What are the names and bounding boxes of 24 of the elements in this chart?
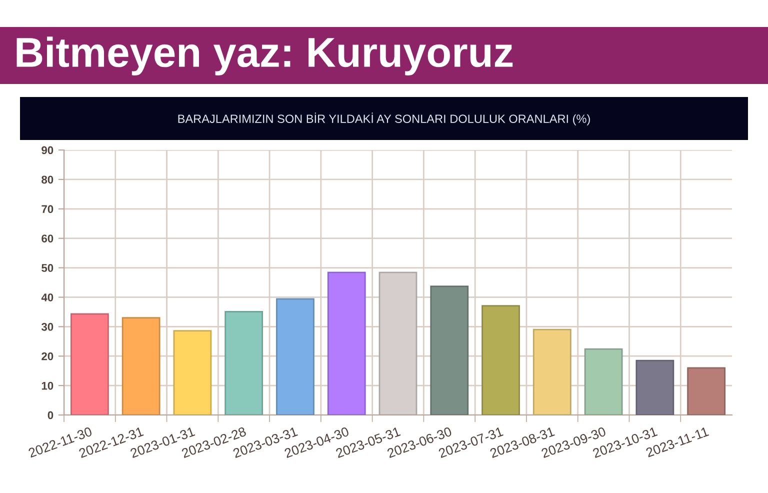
bar [173,330,212,415]
y-tick-label: 20 [42,352,54,360]
y-tick-label: 90 [42,146,54,154]
bar [584,348,623,415]
chart-subtitle: BARAJLARIMIZIN SON BİR YILDAKİ AY SONLARI DOLULUK ORANLARI (%) [178,112,590,126]
y-tick-label: 80 [42,176,54,184]
bar [430,286,469,415]
chart-title: Bitmeyen yaz: Kuruyoruz [16,36,513,76]
bar [70,313,109,415]
bar [224,310,264,415]
bar [687,367,726,415]
bar [327,272,366,415]
y-tick-label: 40 [41,293,54,302]
y-tick-label: 0 [48,411,54,420]
bar [122,317,160,415]
bar [276,298,314,415]
bar [482,305,520,415]
y-tick-label: 60 [42,234,54,242]
y-tick-label: 10 [42,382,54,390]
bar [636,360,674,415]
bar [532,328,572,415]
y-tick-label: 50 [42,264,54,272]
y-tick-label: 70 [42,205,54,214]
y-tick-label: 30 [41,322,54,331]
